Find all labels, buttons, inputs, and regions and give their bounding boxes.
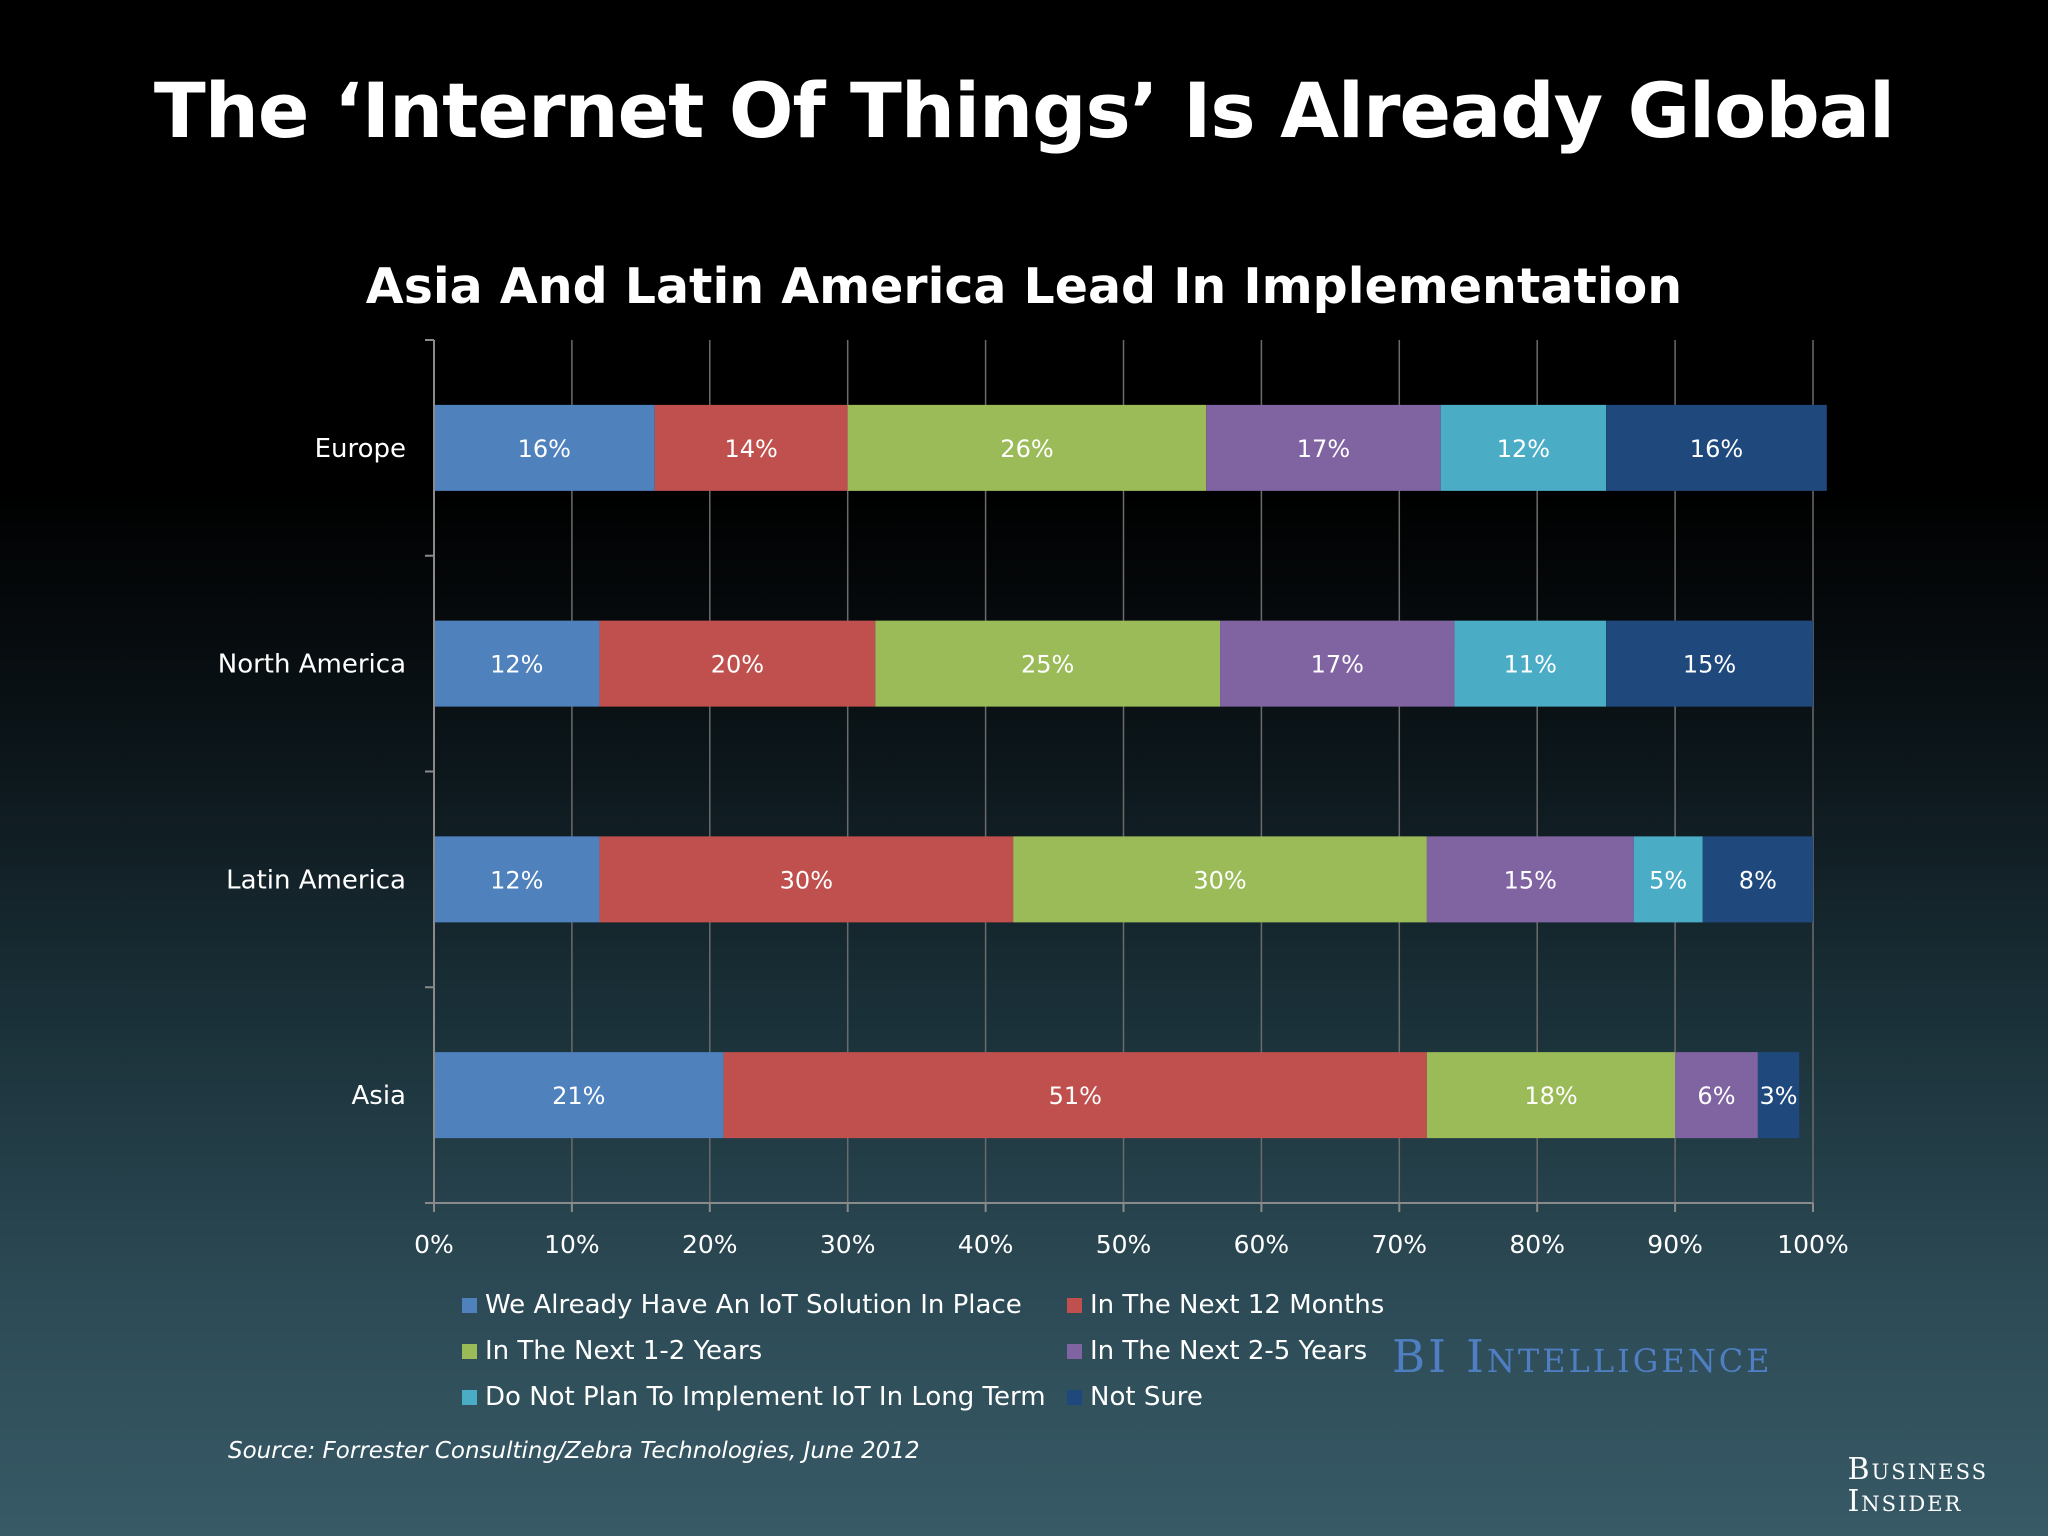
legend-swatch — [1067, 1389, 1082, 1405]
data-label: 30% — [1193, 866, 1246, 894]
axis-layer: 0% 10% 20% 30% 40% 50% 60% 70% 80% 90% 100% Europe N… — [218, 339, 1849, 1259]
data-label: 14% — [724, 435, 777, 463]
data-label: 12% — [1497, 435, 1550, 463]
bar-segment — [599, 836, 1014, 923]
x-tick-label: 0% — [414, 1230, 454, 1259]
data-label: 18% — [1524, 1082, 1577, 1110]
bar-segment — [434, 836, 600, 923]
data-label: 26% — [1000, 435, 1053, 463]
legend-swatch — [462, 1389, 477, 1405]
legend-swatch — [1067, 1297, 1082, 1313]
bar-segment — [1426, 836, 1634, 923]
x-tick-label: 100% — [1777, 1230, 1848, 1259]
legend-swatch — [462, 1297, 477, 1313]
x-tick-label: 90% — [1647, 1230, 1703, 1259]
bar-segment — [434, 404, 655, 491]
data-label: 16% — [1690, 435, 1743, 463]
data-label: 6% — [1697, 1082, 1735, 1110]
bar-segment — [1757, 1052, 1800, 1139]
bar-segment — [847, 404, 1207, 491]
bar-segment — [654, 404, 848, 491]
legend-label: In The Next 12 Months — [1090, 1290, 1385, 1320]
data-label: 8% — [1739, 866, 1777, 894]
legend-label: Not Sure — [1090, 1382, 1203, 1412]
page-title: The ‘Internet Of Things’ Is Already Glob… — [153, 66, 1895, 155]
legend-item: Do Not Plan To Implement IoT In Long Ter… — [462, 1382, 1046, 1412]
legend-item: In The Next 2-5 Years — [1067, 1336, 1367, 1366]
data-label: 11% — [1504, 651, 1557, 679]
category-label: Asia — [352, 1081, 407, 1111]
bar-segment — [723, 1052, 1427, 1139]
source-note: Source: Forrester Consulting/Zebra Techn… — [228, 1438, 920, 1464]
bar-segment — [1606, 404, 1827, 491]
data-label: 21% — [552, 1082, 605, 1110]
x-tick-label: 20% — [682, 1230, 738, 1259]
legend-item: Not Sure — [1067, 1382, 1203, 1412]
data-label: 20% — [711, 651, 764, 679]
bar-segment — [1702, 836, 1813, 923]
bar-segment — [1206, 404, 1441, 491]
data-label: 3% — [1759, 1082, 1797, 1110]
brand-line-2: Insider — [1847, 1484, 1963, 1519]
data-label: 17% — [1297, 435, 1350, 463]
x-tick-label: 50% — [1096, 1230, 1152, 1259]
bi-intelligence-logo: BI Intelligence — [1392, 1330, 1773, 1383]
data-label: 25% — [1021, 651, 1074, 679]
legend-label: In The Next 1-2 Years — [485, 1336, 763, 1366]
data-label: 15% — [1683, 651, 1736, 679]
data-label: 17% — [1311, 651, 1364, 679]
bar-segment — [1013, 836, 1427, 923]
category-label: Europe — [315, 434, 406, 464]
bar-segment — [599, 620, 876, 707]
x-tick-label: 70% — [1372, 1230, 1428, 1259]
x-tick-label: 40% — [958, 1230, 1014, 1259]
legend-item: In The Next 1-2 Years — [462, 1336, 762, 1366]
x-tick-label: 10% — [544, 1230, 600, 1259]
legend-swatch — [462, 1343, 477, 1359]
data-label: 5% — [1649, 866, 1687, 894]
bar-segment — [1454, 620, 1607, 707]
brand-line-1: Business — [1847, 1452, 1988, 1487]
legend-label: In The Next 2-5 Years — [1090, 1336, 1368, 1366]
data-label: 15% — [1504, 866, 1557, 894]
bar-segment — [1606, 620, 1813, 707]
data-label: 12% — [490, 866, 543, 894]
data-label: 51% — [1049, 1082, 1102, 1110]
bar-segment — [875, 620, 1221, 707]
legend-label: We Already Have An IoT Solution In Place — [485, 1290, 1022, 1320]
bar-segment — [1675, 1052, 1758, 1139]
data-label: 30% — [780, 866, 833, 894]
data-label: 12% — [490, 651, 543, 679]
business-insider-logo: Business Insider — [1847, 1454, 1988, 1518]
bar-layer: 16% 14% 26% 17% 12% 16% 12% 20% 25% 17% 11% 15% 12% 3… — [434, 404, 1827, 1139]
bar-segment — [1220, 620, 1455, 707]
bar-segment — [1633, 836, 1703, 923]
legend-item: In The Next 12 Months — [1067, 1290, 1384, 1320]
x-tick-label: 60% — [1234, 1230, 1290, 1259]
x-tick-label: 30% — [820, 1230, 876, 1259]
bar-segment — [434, 1052, 724, 1139]
category-label: North America — [218, 650, 406, 680]
x-tick-label: 80% — [1509, 1230, 1565, 1259]
data-label: 16% — [518, 435, 571, 463]
chart-title: Asia And Latin America Lead In Implement… — [365, 258, 1683, 315]
bar-segment — [1440, 404, 1607, 491]
category-label: Latin America — [226, 865, 406, 895]
bar-segment — [434, 620, 600, 707]
legend-swatch — [1067, 1343, 1082, 1359]
bar-segment — [1426, 1052, 1676, 1139]
legend-item: We Already Have An IoT Solution In Place — [462, 1290, 1022, 1320]
legend-label: Do Not Plan To Implement IoT In Long Ter… — [485, 1382, 1046, 1412]
